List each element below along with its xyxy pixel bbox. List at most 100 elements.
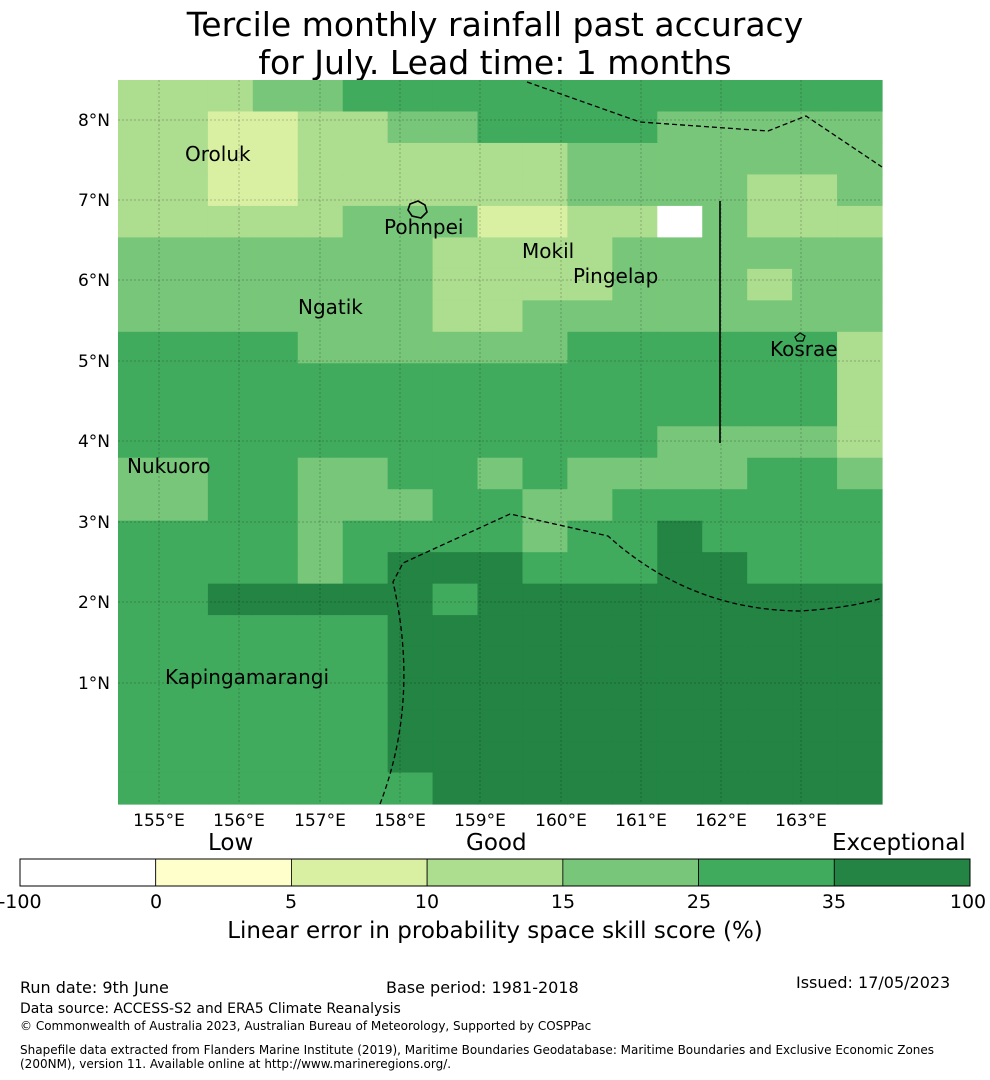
grid-cell [162,142,209,176]
grid-cell [162,205,209,238]
grid-cell [837,394,883,427]
run-date: Run date: 9th June [20,978,169,997]
grid-cell [252,552,299,585]
grid-cell [657,111,703,144]
grid-cell [342,142,389,176]
colorbar-title: Linear error in probability space skill … [227,918,763,944]
grid-cell [342,772,389,805]
grid-cell [612,741,658,774]
grid-cell [837,709,883,742]
grid-cell [432,268,479,301]
grid-cell [342,268,389,301]
grid-cell [432,111,479,144]
grid-cell [207,426,254,459]
grid-cell [297,142,344,176]
lat-label-7n: 7°N [78,191,110,211]
grid-cell [432,394,479,427]
grid-cell [387,80,434,113]
grid-cell [297,205,344,238]
grid-cell [162,331,209,364]
grid-cell [702,300,748,333]
grid-cell [747,300,793,333]
grid-cell [747,174,793,207]
grid-cell [567,489,613,522]
grid-cell [837,363,883,396]
grid-cell [612,142,658,176]
grid-cell [837,174,883,207]
grid-cell [162,678,209,711]
grid-cell [702,615,748,648]
grid-cell [342,489,389,522]
grid-cell [118,709,164,742]
grid-cell [252,331,299,364]
grid-cell [657,142,703,176]
grid-cell [792,426,838,459]
grid-cell [612,80,658,113]
grid-cell [297,489,344,522]
grid-cell [432,489,479,522]
colorbar-swatch [833,858,971,887]
grid-cell [747,237,793,270]
colorbar-category-low: Low [208,830,254,856]
grid-cell [477,489,524,522]
grid-cell [747,142,793,176]
grid-cell [477,552,524,585]
grid-cell [207,709,254,742]
grid-cell [612,174,658,207]
grid-cell [118,174,164,207]
grid-cell [522,300,569,333]
grid-cell [297,111,344,144]
grid-cell [837,457,883,490]
grid-cell [162,709,209,742]
grid-cell [567,142,613,176]
grid-cell [297,520,344,553]
shapefile-credit-line-1: Shapefile data extracted from Flanders M… [20,1043,935,1057]
grid-cell [747,80,793,113]
grid-cell [702,426,748,459]
grid-cell [522,237,569,270]
grid-cell [837,111,883,144]
grid-cell [837,520,883,553]
grid-cell [747,615,793,648]
grid-cell [432,583,479,616]
grid-cell [477,142,524,176]
lat-label-4n: 4°N [78,432,110,452]
grid-cell [118,300,164,333]
grid-cell [522,205,569,238]
colorbar-category-good: Good [466,830,527,856]
grid-cell [747,741,793,774]
grid-cell [162,583,209,616]
grid-cell [567,741,613,774]
grid-cell [207,394,254,427]
grid-cell [432,237,479,270]
grid-cell [567,205,613,238]
grid-cell [387,174,434,207]
place-label-pingelap: Pingelap [573,264,658,288]
grid-cell [207,80,254,113]
grid-cell [477,363,524,396]
grid-cell [702,174,748,207]
pohnpei-island [407,200,428,219]
grid-cell [657,709,703,742]
grid-cell [387,520,434,553]
grid-cell [342,426,389,459]
grid-cell [207,489,254,522]
grid-cell [792,331,838,364]
grid-cell [702,363,748,396]
grid-cell [567,363,613,396]
grid-cell [702,142,748,176]
grid-cell [567,111,613,144]
grid-cell [792,268,838,301]
title-line-1: Tercile monthly rainfall past accuracy [186,5,804,44]
title-line-2: for July. Lead time: 1 months [258,43,732,82]
grid-cell [342,615,389,648]
colorbar-swatch [562,858,699,887]
colorbar-swatch [19,858,157,887]
colorbar-tick-15: 15 [551,891,575,913]
grid-cell [612,489,658,522]
grid-cell [612,583,658,616]
longitude-labels: 155°E 156°E 157°E 158°E 159°E 160°E 161°… [133,811,827,830]
grid-cell [207,615,254,648]
grid-cell [387,741,434,774]
grid-cell [432,552,479,585]
